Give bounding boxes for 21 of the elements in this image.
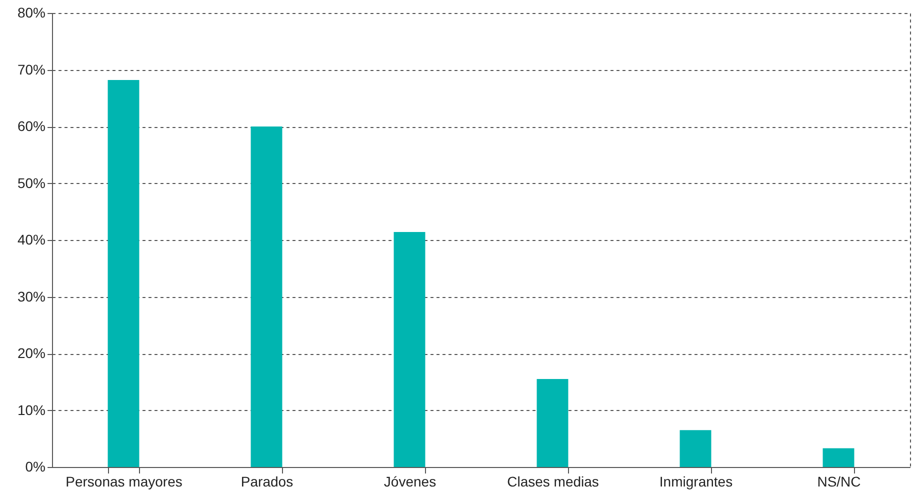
bar [536, 379, 568, 467]
x-tick-label: Personas mayores [66, 474, 182, 490]
x-tick-label: Jóvenes [384, 474, 436, 490]
y-tick-label: 20% [17, 345, 46, 361]
y-tick-label: 30% [17, 288, 46, 304]
bar [822, 448, 854, 467]
y-tick-label: 80% [17, 4, 46, 20]
x-tick-label: Inmigrantes [659, 474, 733, 490]
x-tick-label: NS/NC [817, 474, 861, 490]
y-tick-label: 50% [17, 174, 46, 191]
x-tick-label: Clases medias [507, 474, 599, 490]
y-tick-label: 40% [17, 232, 46, 248]
bar [680, 430, 712, 467]
y-tick-label: 0% [25, 458, 46, 474]
bar [250, 126, 282, 467]
x-tick-label: Parados [240, 474, 294, 490]
y-tick-label: 10% [17, 402, 46, 418]
bar [108, 80, 140, 467]
bar [394, 232, 426, 467]
y-tick-label: 70% [17, 61, 46, 78]
y-tick-label: 60% [17, 118, 46, 134]
